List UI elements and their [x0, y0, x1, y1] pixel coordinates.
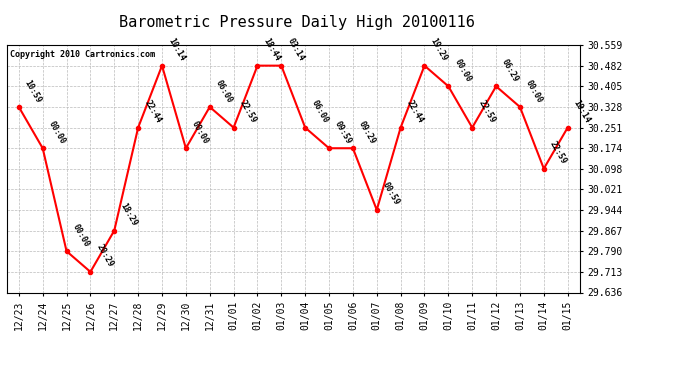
Text: 09:29: 09:29 — [357, 119, 377, 146]
Text: 22:59: 22:59 — [238, 99, 258, 125]
Text: 10:14: 10:14 — [166, 37, 186, 63]
Text: 18:29: 18:29 — [119, 202, 139, 228]
Text: 10:14: 10:14 — [572, 99, 592, 125]
Text: Copyright 2010 Cartronics.com: Copyright 2010 Cartronics.com — [10, 50, 155, 59]
Text: 22:59: 22:59 — [476, 99, 497, 125]
Text: 19:29: 19:29 — [428, 37, 449, 63]
Text: 06:00: 06:00 — [214, 78, 234, 104]
Text: 22:44: 22:44 — [142, 99, 163, 125]
Text: 00:00: 00:00 — [453, 57, 473, 84]
Text: 18:44: 18:44 — [262, 37, 282, 63]
Text: 00:00: 00:00 — [47, 119, 67, 146]
Text: 22:59: 22:59 — [548, 140, 569, 166]
Text: 00:59: 00:59 — [381, 181, 401, 207]
Text: 20:29: 20:29 — [95, 243, 115, 269]
Text: 06:00: 06:00 — [309, 99, 330, 125]
Text: 09:59: 09:59 — [333, 119, 353, 146]
Text: 00:00: 00:00 — [524, 78, 544, 104]
Text: 22:44: 22:44 — [405, 99, 425, 125]
Text: 00:00: 00:00 — [190, 119, 210, 146]
Text: 06:29: 06:29 — [500, 57, 520, 84]
Text: 03:14: 03:14 — [286, 37, 306, 63]
Text: 00:00: 00:00 — [70, 222, 91, 248]
Text: Barometric Pressure Daily High 20100116: Barometric Pressure Daily High 20100116 — [119, 15, 475, 30]
Text: 10:59: 10:59 — [23, 78, 43, 104]
